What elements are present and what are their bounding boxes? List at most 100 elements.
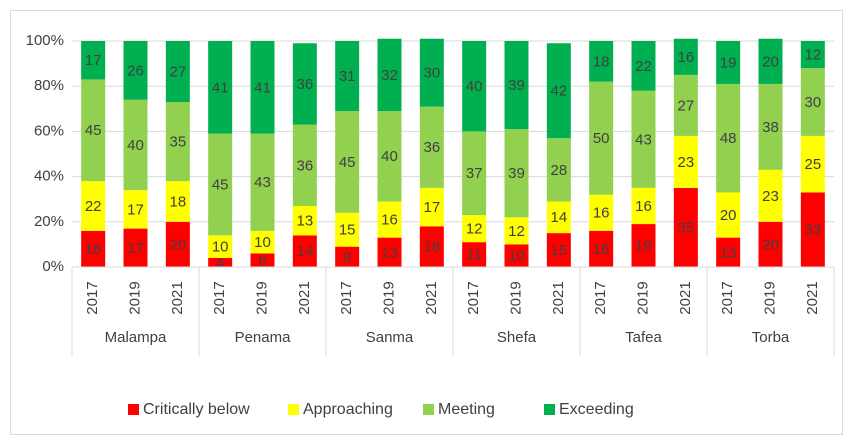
bar-segment xyxy=(292,205,317,236)
bar-segment xyxy=(504,217,529,245)
data-label: 15 xyxy=(550,242,567,259)
bar-segment xyxy=(250,133,275,231)
bar-segment xyxy=(123,41,148,100)
y-tick-label: 20% xyxy=(34,213,64,230)
bar-segment xyxy=(673,135,698,188)
data-label: 25 xyxy=(804,156,821,173)
data-label: 17 xyxy=(423,199,440,216)
bar-segment xyxy=(716,83,741,193)
bar-segment xyxy=(165,181,190,222)
data-label: 36 xyxy=(296,76,313,93)
y-tick-label: 40% xyxy=(34,168,64,185)
x-tick-label: 2021 xyxy=(804,281,821,314)
x-tick-label: 2019 xyxy=(761,281,778,314)
data-label: 22 xyxy=(85,198,102,215)
bar-segment xyxy=(377,237,402,267)
bar-segment xyxy=(589,41,614,82)
data-label: 26 xyxy=(127,62,144,79)
bar-segment xyxy=(377,201,402,238)
bar-segment xyxy=(250,253,275,267)
bar-segment xyxy=(165,41,190,103)
data-label: 42 xyxy=(550,83,567,100)
bar-segment xyxy=(716,41,741,84)
data-label: 12 xyxy=(508,223,525,240)
data-label: 40 xyxy=(381,148,398,165)
bar-segment xyxy=(589,230,614,267)
bar-segment xyxy=(335,111,360,213)
bar-segment xyxy=(800,192,825,267)
group-label: Torba xyxy=(752,329,790,346)
data-label: 48 xyxy=(720,130,737,147)
data-label: 19 xyxy=(720,54,737,71)
x-tick-label: 2021 xyxy=(550,281,567,314)
data-label: 22 xyxy=(635,58,652,75)
data-label: 6 xyxy=(258,252,266,269)
legend-label: Meeting xyxy=(438,401,495,418)
data-label: 16 xyxy=(593,241,610,258)
data-label: 17 xyxy=(127,201,144,218)
bar-segment xyxy=(758,83,783,170)
data-label: 10 xyxy=(254,234,271,251)
data-label: 41 xyxy=(254,79,271,96)
bar-segment xyxy=(758,169,783,222)
y-tick-label: 60% xyxy=(34,122,64,139)
data-label: 43 xyxy=(635,131,652,148)
data-label: 45 xyxy=(339,154,356,171)
data-label: 18 xyxy=(423,239,440,256)
bar-segment xyxy=(716,237,741,267)
bar-segment xyxy=(546,201,571,234)
bar-segment xyxy=(673,187,698,267)
bar-segment xyxy=(673,38,698,75)
data-label: 23 xyxy=(677,154,694,171)
group-label: Shefa xyxy=(497,329,537,346)
data-label: 41 xyxy=(212,79,229,96)
data-label: 35 xyxy=(677,219,694,236)
data-label: 13 xyxy=(381,244,398,261)
bar-segment xyxy=(419,106,444,188)
bar-segment xyxy=(504,129,529,218)
bar-segment xyxy=(631,90,656,188)
data-label: 20 xyxy=(169,236,186,253)
data-label: 16 xyxy=(635,198,652,215)
data-label: 20 xyxy=(762,236,779,253)
data-label: 33 xyxy=(804,222,821,239)
data-label: 16 xyxy=(593,205,610,222)
legend-label: Critically below xyxy=(143,401,250,418)
data-label: 50 xyxy=(593,130,610,147)
bar-segment xyxy=(673,74,698,136)
bar-segment xyxy=(800,135,825,193)
bar-segment xyxy=(462,41,487,132)
data-label: 10 xyxy=(508,248,525,265)
x-tick-label: 2019 xyxy=(507,281,524,314)
data-label: 16 xyxy=(85,241,102,258)
bar-segment xyxy=(81,181,106,231)
x-tick-label: 2021 xyxy=(677,281,694,314)
data-label: 12 xyxy=(804,47,821,64)
bar-segment xyxy=(208,235,233,258)
bar-segment xyxy=(123,99,148,191)
x-tick-label: 2019 xyxy=(126,281,143,314)
data-label: 36 xyxy=(296,157,313,174)
bar-segment xyxy=(800,68,825,136)
group-label: Sanma xyxy=(366,329,414,346)
data-label: 40 xyxy=(466,78,483,95)
bar-segment xyxy=(292,43,317,125)
bar-segment xyxy=(250,41,275,134)
bar-segment xyxy=(335,246,360,267)
bar-segment xyxy=(335,41,360,112)
bar-segment xyxy=(631,224,656,267)
bar-segment xyxy=(504,244,529,267)
data-label: 23 xyxy=(762,188,779,205)
data-label: 43 xyxy=(254,174,271,191)
data-label: 16 xyxy=(381,212,398,229)
bar-segment xyxy=(462,242,487,267)
data-label: 16 xyxy=(677,49,694,66)
data-label: 35 xyxy=(169,134,186,151)
bar-segment xyxy=(123,228,148,267)
data-label: 30 xyxy=(423,65,440,82)
group-label: Penama xyxy=(235,329,292,346)
y-tick-label: 80% xyxy=(34,77,64,94)
legend-label: Approaching xyxy=(303,401,393,418)
bar-segment xyxy=(377,38,402,112)
bar-segment xyxy=(335,212,360,247)
